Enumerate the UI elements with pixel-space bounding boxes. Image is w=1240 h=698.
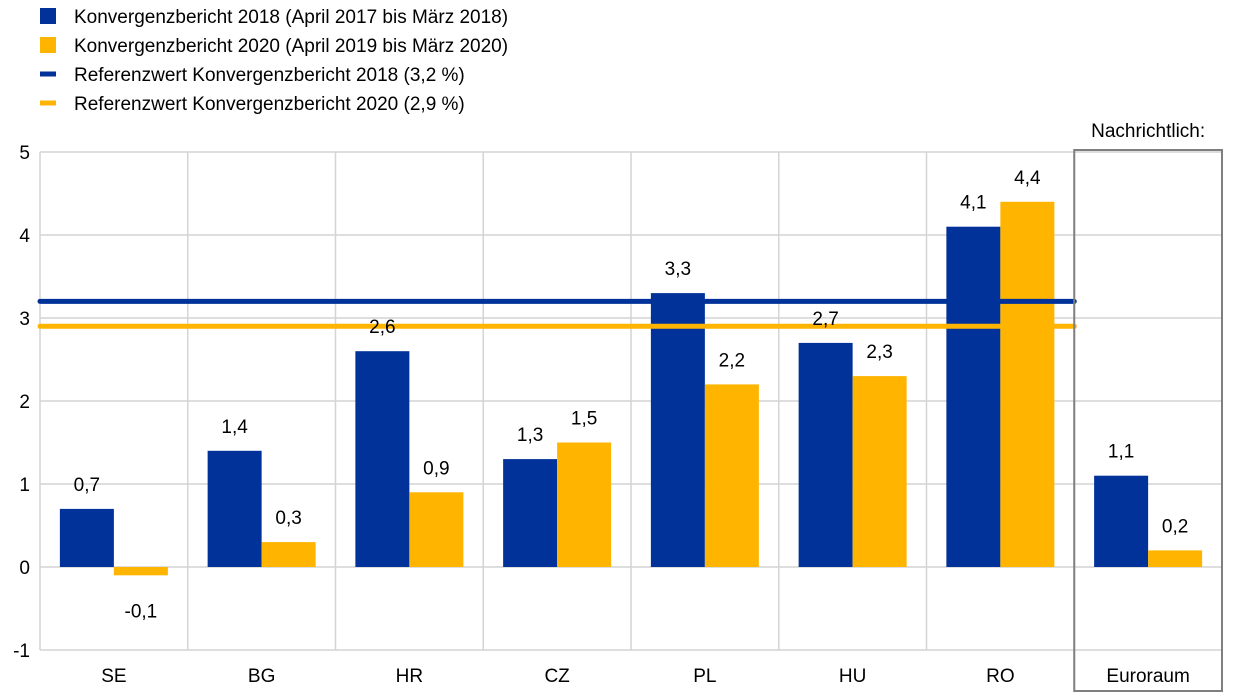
- y-tick-label: -1: [13, 641, 30, 662]
- y-axis: -1 0 1 2 3 4 5: [13, 143, 30, 662]
- legend-swatch-line: [40, 100, 56, 106]
- legend-label: Referenzwert Konvergenzbericht 2020 (2,9…: [74, 94, 465, 115]
- data-label: 0,3: [275, 508, 301, 529]
- bar: [1148, 550, 1203, 567]
- bar: [1094, 475, 1149, 567]
- data-labels: 0,7 -0,1 1,4 0,3 2,6 0,9 1,3 1,5 3,3 2,2 2,7 2,3 4,1…: [74, 168, 1189, 622]
- bar: [1000, 201, 1055, 568]
- data-label: 0,7: [74, 475, 100, 496]
- y-tick-label: 3: [19, 309, 30, 330]
- data-label: 0,2: [1162, 516, 1188, 537]
- bar: [852, 376, 907, 567]
- bar: [59, 508, 114, 567]
- x-category-label: Euroraum: [1106, 666, 1189, 687]
- data-label: 1,3: [517, 425, 543, 446]
- legend-label: Konvergenzbericht 2020 (April 2019 bis M…: [74, 36, 508, 57]
- data-label: 0,9: [423, 458, 449, 479]
- data-label: 1,5: [571, 409, 597, 430]
- data-label: 4,1: [960, 193, 986, 214]
- x-category-label: PL: [693, 666, 716, 687]
- x-category-label: RO: [986, 666, 1015, 687]
- legend-swatch-line: [40, 71, 56, 77]
- legend-label: Konvergenzbericht 2018 (April 2017 bis M…: [74, 7, 508, 28]
- bar: [557, 442, 612, 567]
- bar: [113, 567, 168, 576]
- data-label: 3,3: [665, 259, 691, 280]
- memo-label: Nachrichtlich:: [1091, 121, 1205, 142]
- data-label: 2,6: [369, 317, 395, 338]
- bar: [261, 542, 316, 567]
- x-category-label: CZ: [544, 666, 570, 687]
- y-tick-label: 2: [19, 392, 30, 413]
- bar: [946, 226, 1001, 567]
- data-label: 2,2: [719, 350, 745, 371]
- reference-lines: [37, 298, 1077, 329]
- data-label: 4,4: [1014, 168, 1041, 189]
- data-label: -0,1: [125, 601, 158, 622]
- bar-series: [59, 201, 1203, 576]
- legend-swatch-box: [40, 8, 56, 24]
- bar: [503, 459, 558, 567]
- y-tick-label: 5: [19, 143, 30, 164]
- memo-box-frame: [1073, 149, 1223, 692]
- y-tick-label: 4: [19, 226, 30, 247]
- x-category-label: HR: [396, 666, 423, 687]
- data-label: 1,1: [1108, 442, 1134, 463]
- bar: [355, 351, 410, 567]
- memo-box: Nachrichtlich:: [1073, 121, 1223, 692]
- data-label: 2,7: [812, 309, 838, 330]
- data-label: 2,3: [866, 342, 892, 363]
- chart-legend: Konvergenzbericht 2018 (April 2017 bis M…: [40, 7, 508, 115]
- data-label: 1,4: [221, 417, 248, 438]
- legend-label: Referenzwert Konvergenzbericht 2018 (3,2…: [74, 65, 465, 86]
- bar: [798, 342, 853, 567]
- bar: [704, 384, 759, 567]
- bar: [409, 492, 464, 567]
- x-axis: SE BG HR CZ PL HU RO Euroraum: [101, 666, 1190, 687]
- legend-swatch-box: [40, 37, 56, 53]
- x-category-label: HU: [839, 666, 866, 687]
- x-category-label: SE: [101, 666, 126, 687]
- x-category-label: BG: [248, 666, 275, 687]
- y-tick-label: 1: [19, 475, 30, 496]
- bar: [650, 293, 705, 567]
- y-tick-label: 0: [19, 558, 30, 579]
- bar: [207, 450, 262, 567]
